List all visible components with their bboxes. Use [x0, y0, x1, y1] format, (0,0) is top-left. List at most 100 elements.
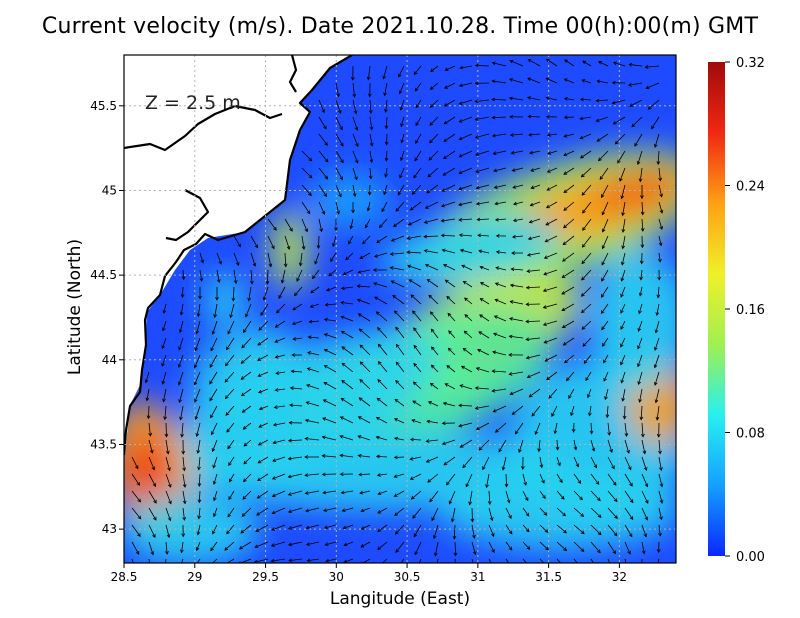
vector-head: [657, 258, 662, 263]
vector-shaft: [512, 235, 524, 238]
vector-shaft: [442, 167, 456, 176]
vector-head: [546, 376, 551, 381]
vector-head: [323, 193, 327, 198]
vector-shaft: [482, 456, 490, 470]
vector-head: [656, 433, 661, 438]
vector-shaft: [410, 201, 422, 211]
vector-head: [627, 82, 632, 87]
vector-head: [393, 310, 398, 315]
vector-shaft: [365, 218, 371, 228]
vector-shaft: [531, 184, 541, 189]
vector-head: [308, 319, 313, 324]
vector-head: [149, 449, 154, 454]
vector-shaft: [383, 184, 388, 195]
vector-head: [526, 269, 531, 274]
vector-head: [323, 365, 328, 369]
vector-head: [534, 430, 539, 435]
vector-shaft: [620, 354, 626, 365]
vector-shaft: [341, 380, 354, 390]
vector-shaft: [445, 65, 456, 71]
vector-head: [491, 97, 496, 102]
vector-shaft: [637, 337, 643, 349]
vector-shaft: [598, 61, 609, 67]
vector-shaft: [580, 116, 592, 120]
vector-head: [638, 178, 643, 183]
vector-shaft: [563, 218, 575, 228]
vector-head: [179, 311, 184, 316]
speed-blob: [192, 327, 308, 433]
vector-shaft: [631, 116, 643, 127]
vector-head: [539, 464, 544, 469]
vector-shaft: [179, 388, 184, 403]
vector-shaft: [195, 405, 201, 420]
vector-head: [409, 476, 414, 480]
vector-shaft: [429, 99, 439, 108]
vector-head: [454, 569, 457, 572]
vector-head: [412, 381, 417, 386]
vector-head: [559, 479, 563, 484]
x-tick-label: 31: [470, 570, 485, 584]
vector-head: [238, 561, 241, 563]
vector-head: [429, 121, 434, 126]
vector-shaft: [581, 252, 592, 264]
vector-shaft: [131, 524, 141, 537]
vector-shaft: [530, 167, 541, 172]
vector-head: [272, 458, 277, 462]
vector-shaft: [272, 490, 286, 497]
vector-shaft: [340, 454, 354, 458]
vector-shaft: [413, 381, 422, 390]
vector-shaft: [624, 558, 627, 563]
vector-head: [508, 334, 513, 339]
vector-head: [581, 276, 585, 281]
vector-shaft: [243, 320, 252, 333]
vector-head: [382, 75, 386, 80]
vector-shaft: [398, 65, 405, 78]
vector-head: [256, 495, 261, 499]
vector-head: [426, 279, 431, 283]
vector-shaft: [526, 320, 541, 323]
vector-head: [196, 531, 201, 536]
vector-shaft: [464, 314, 473, 322]
vector-shaft: [181, 558, 184, 563]
vector-head: [461, 264, 466, 269]
vector-head: [393, 493, 398, 497]
vector-head: [377, 546, 382, 551]
vector-shaft: [182, 507, 185, 521]
vector-shaft: [442, 184, 456, 192]
vector-head: [495, 234, 500, 238]
vector-shaft: [131, 507, 142, 520]
vector-head: [658, 177, 662, 182]
vector-shaft: [428, 295, 439, 305]
vector-shaft: [543, 269, 558, 275]
vector-shaft: [288, 473, 303, 478]
vector-shaft: [412, 310, 422, 322]
vector-shaft: [376, 436, 388, 441]
vector-head: [254, 544, 259, 548]
vector-shaft: [335, 184, 342, 197]
vector-shaft: [323, 507, 337, 512]
vector-shaft: [358, 269, 371, 273]
vector-head: [340, 315, 345, 320]
vector-shaft: [413, 65, 422, 75]
vector-head: [321, 435, 326, 440]
vector-shaft: [494, 184, 507, 189]
vector-shaft: [165, 456, 171, 471]
vector-head: [478, 331, 483, 335]
vector-head: [357, 416, 362, 420]
vector-head: [527, 236, 532, 241]
vector-head: [479, 265, 484, 270]
vector-shaft: [431, 507, 439, 521]
vector-head: [443, 103, 448, 107]
vector-shaft: [563, 167, 575, 175]
vector-head: [475, 169, 480, 173]
vector-head: [357, 270, 362, 274]
vector-head: [629, 482, 633, 487]
vector-shaft: [267, 235, 275, 249]
vector-shaft: [640, 269, 643, 280]
vector-head: [640, 244, 645, 249]
vector-head: [580, 513, 585, 518]
vector-shaft: [446, 365, 456, 373]
vector-head: [341, 379, 346, 384]
vector-shaft: [607, 490, 618, 502]
vector-head: [508, 317, 513, 321]
